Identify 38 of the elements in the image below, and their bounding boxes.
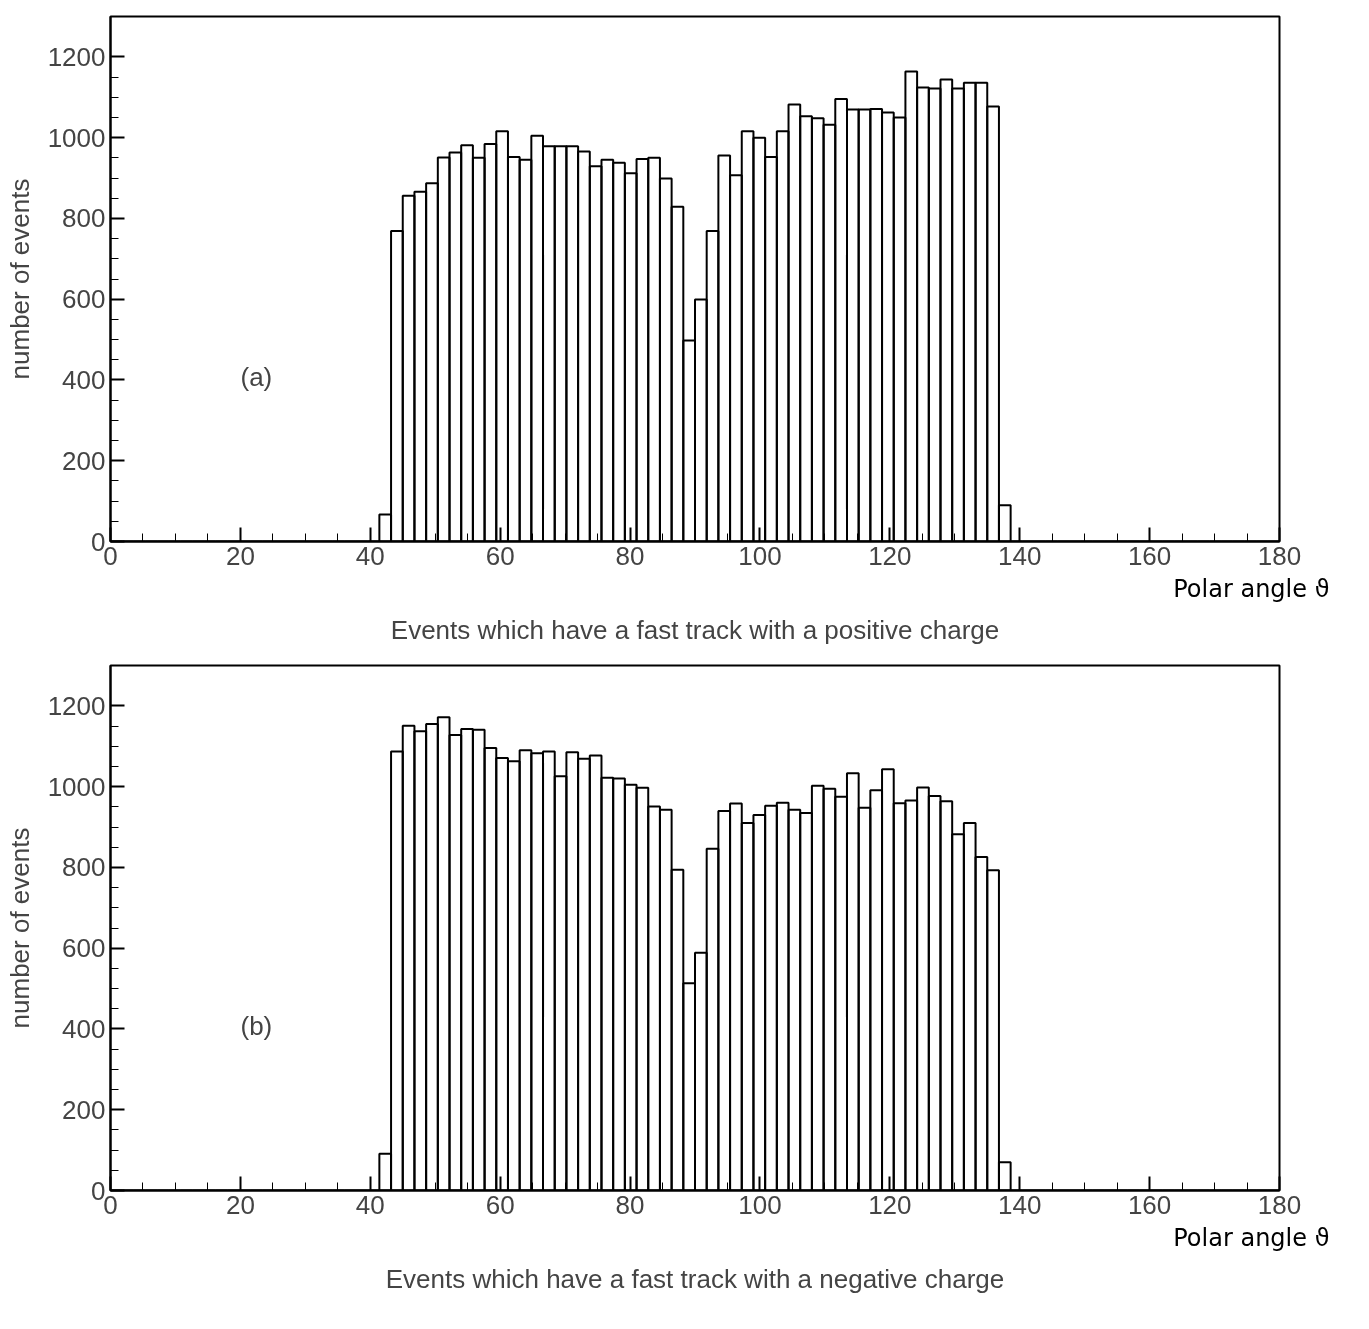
text: Events which have a fast track with a negative charge: [385, 1263, 1005, 1294]
x-tick-label: 80: [615, 1189, 645, 1220]
y-tick-label: 1200: [47, 41, 106, 72]
y-tick-label: 600: [62, 284, 106, 315]
x-tick-label: 160: [1127, 1189, 1172, 1220]
y-tick-label: 1200: [47, 690, 106, 721]
x-axis-title: Polar angle ϑ: [1173, 574, 1330, 603]
x-tick-label: 180: [1257, 1189, 1302, 1220]
y-tick-label: 400: [62, 364, 106, 395]
x-tick-label: 20: [225, 540, 255, 571]
y-tick-label: 1000: [47, 771, 106, 802]
x-tick-label: 40: [355, 1189, 385, 1220]
y-axis-title: number of events: [4, 178, 35, 380]
y-tick-label: 1000: [47, 122, 106, 153]
annotation: (a): [240, 361, 273, 392]
x-tick-label: 100: [738, 540, 782, 571]
x-tick-label: 40: [355, 540, 385, 571]
x-tick-label: 140: [998, 540, 1042, 571]
y-tick-label: 400: [62, 1013, 106, 1044]
x-tick-label: 60: [485, 1189, 515, 1220]
x-tick-label: 60: [485, 540, 515, 571]
y-tick-label: 600: [62, 933, 106, 964]
y-tick-label: 800: [62, 852, 106, 883]
y-tick-label: 200: [62, 445, 106, 476]
y-tick-label: 800: [62, 203, 106, 234]
y-axis-title: number of events: [4, 827, 35, 1029]
x-tick-label: 120: [868, 1189, 912, 1220]
annotation: (b): [240, 1010, 273, 1041]
x-tick-label: 180: [1257, 540, 1302, 571]
text: Events which have a fast track with a positive charge: [390, 614, 1000, 645]
y-tick-label: 200: [62, 1094, 106, 1125]
x-tick-label: 140: [998, 1189, 1042, 1220]
x-tick-label: 80: [615, 540, 645, 571]
x-tick-label: 20: [225, 1189, 255, 1220]
x-axis-title: Polar angle ϑ: [1173, 1223, 1330, 1252]
x-tick-label: 120: [868, 540, 912, 571]
x-tick-label: 160: [1127, 540, 1172, 571]
x-tick-label: 100: [738, 1189, 782, 1220]
